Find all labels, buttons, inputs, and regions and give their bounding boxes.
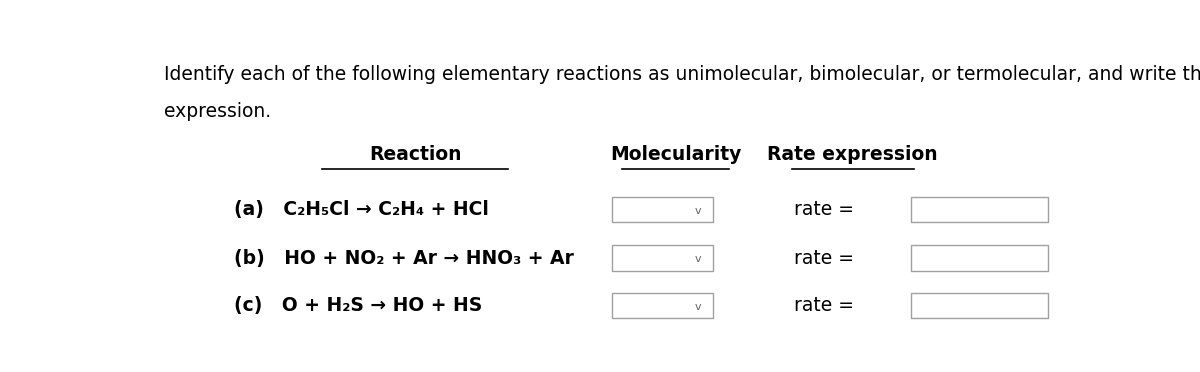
Text: rate =: rate = xyxy=(793,296,853,315)
Text: Rate expression: Rate expression xyxy=(767,145,937,164)
Text: Reaction: Reaction xyxy=(368,145,461,164)
Text: v: v xyxy=(695,302,701,312)
Bar xyxy=(911,246,1049,271)
Text: v: v xyxy=(695,206,701,216)
Text: rate =: rate = xyxy=(793,248,853,267)
Text: expression.: expression. xyxy=(164,102,271,121)
Text: Identify each of the following elementary reactions as unimolecular, bimolecular: Identify each of the following elementar… xyxy=(164,65,1200,84)
Text: v: v xyxy=(695,254,701,264)
Bar xyxy=(911,293,1049,318)
Bar xyxy=(911,197,1049,222)
Text: (b)   HO + NO₂ + Ar → HNO₃ + Ar: (b) HO + NO₂ + Ar → HNO₃ + Ar xyxy=(234,248,574,267)
Text: (a)   C₂H₅Cl → C₂H₄ + HCl: (a) C₂H₅Cl → C₂H₄ + HCl xyxy=(234,200,488,219)
Text: (c)   O + H₂S → HO + HS: (c) O + H₂S → HO + HS xyxy=(234,296,482,315)
Bar xyxy=(612,246,713,271)
Text: rate =: rate = xyxy=(793,200,853,219)
Text: Molecularity: Molecularity xyxy=(610,145,742,164)
Bar xyxy=(612,197,713,222)
Bar xyxy=(612,293,713,318)
